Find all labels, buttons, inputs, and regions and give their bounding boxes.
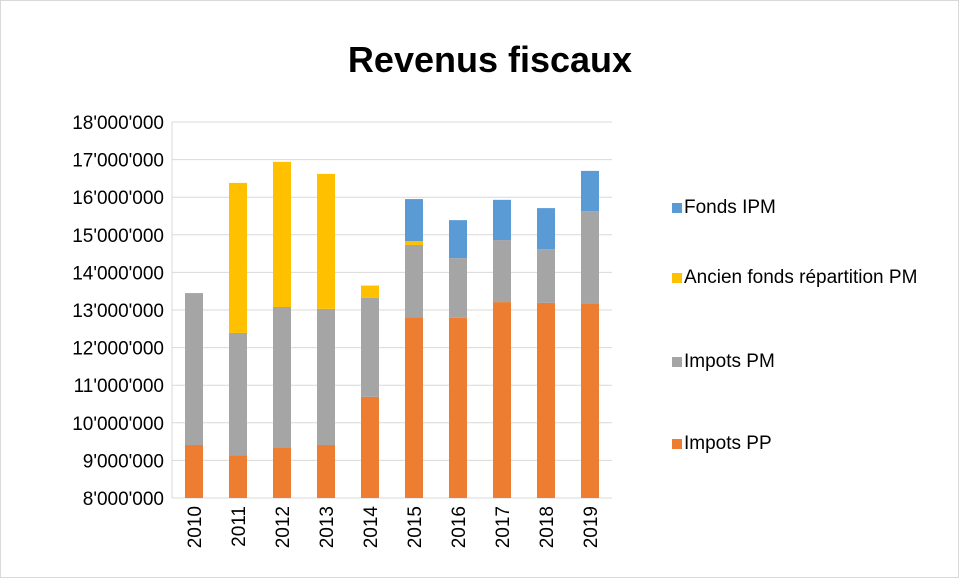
bar-segment — [317, 308, 335, 445]
bar-segment — [273, 306, 291, 448]
y-tick-label: 12'000'000 — [72, 339, 164, 360]
y-tick-label: 16'000'000 — [72, 188, 164, 209]
x-tick-label: 2013 — [317, 506, 338, 548]
x-tick-label: 2012 — [273, 506, 294, 548]
bar-segment — [493, 240, 511, 303]
bar-segment — [405, 317, 423, 498]
bar-segment — [537, 302, 555, 498]
x-tick-label: 2018 — [537, 506, 558, 548]
legend-swatch — [672, 439, 682, 449]
bar-segment — [537, 208, 555, 250]
bar-segment — [581, 303, 599, 498]
legend-label: Impots PM — [684, 351, 775, 372]
bar-segment — [361, 285, 379, 298]
x-tick-label: 2017 — [493, 506, 514, 548]
bar-segment — [581, 211, 599, 304]
legend-swatch — [672, 203, 682, 213]
chart-title: Revenus fiscaux — [348, 39, 632, 80]
bar-segment — [361, 297, 379, 397]
bar-segment — [229, 182, 247, 333]
bar-segment — [493, 302, 511, 498]
x-tick-label: 2010 — [185, 506, 206, 548]
bar-segment — [317, 173, 335, 309]
bar-segment — [273, 161, 291, 307]
bar-segment — [185, 293, 203, 445]
legend-label: Impots PP — [684, 433, 772, 454]
bar-segment — [185, 444, 203, 498]
y-tick-label: 9'000'000 — [83, 451, 164, 472]
x-tick-label: 2019 — [581, 506, 602, 548]
legend-label: Fonds IPM — [684, 197, 776, 218]
bar-segment — [449, 317, 467, 498]
bar-segment — [405, 244, 423, 318]
y-tick-label: 11'000'000 — [74, 376, 164, 397]
bar-segment — [581, 170, 599, 212]
y-tick-label: 8'000'000 — [83, 489, 164, 510]
bar-segment — [229, 332, 247, 456]
y-tick-label: 15'000'000 — [72, 226, 164, 247]
bar-segment — [449, 220, 467, 259]
bar-segment — [317, 444, 335, 498]
y-tick-label: 18'000'000 — [72, 113, 164, 134]
x-tick-label: 2016 — [449, 506, 470, 548]
legend-swatch — [672, 357, 682, 367]
bar-segment — [361, 396, 379, 498]
y-tick-label: 14'000'000 — [72, 263, 164, 284]
bar-segment — [405, 199, 423, 242]
x-tick-label: 2015 — [405, 506, 426, 548]
bar-segment — [449, 258, 467, 318]
x-tick-label: 2011 — [229, 506, 250, 547]
x-tick-label: 2014 — [361, 506, 382, 549]
legend-label: Ancien fonds répartition PM — [684, 267, 918, 288]
bar-segment — [493, 199, 511, 241]
bar-segment — [537, 249, 555, 303]
bar-segment — [405, 241, 423, 245]
bar-segment — [273, 447, 291, 498]
y-tick-label: 10'000'000 — [72, 414, 164, 435]
y-tick-label: 17'000'000 — [72, 151, 164, 172]
legend-swatch — [672, 273, 682, 283]
bar-segment — [229, 455, 247, 498]
y-tick-label: 13'000'000 — [72, 301, 164, 322]
